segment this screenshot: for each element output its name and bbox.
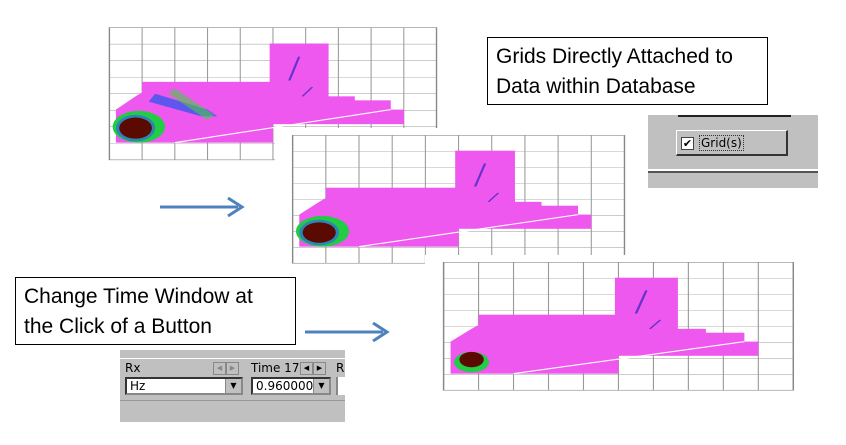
grid-coverage-shade (299, 150, 592, 247)
grid-coverage-shade (115, 43, 404, 143)
chevron-down-icon[interactable]: ▼ (313, 379, 329, 393)
grid-map-3 (425, 255, 797, 402)
grid-coverage (450, 277, 759, 374)
map-plot (291, 135, 626, 264)
time-select[interactable]: 0.960000 ▼ (251, 377, 331, 395)
rx-select-value: Hz (130, 379, 146, 393)
grid-toggle-panel: ✔ Grid(s) (648, 115, 818, 188)
time-select-value: 0.960000 (256, 379, 314, 393)
grids-checkbox-label: Grid(s) (699, 135, 744, 151)
flight-line (174, 109, 392, 144)
time-prev-button[interactable]: ◀ (300, 362, 313, 375)
rx-select[interactable]: Hz ▼ (125, 377, 243, 395)
flight-line (513, 341, 745, 375)
rx-next-button[interactable]: ▶ (226, 362, 239, 375)
time-window-callout: Change Time Window at the Click of a But… (15, 277, 296, 345)
grid-coverage (115, 43, 404, 143)
anomaly-dark (459, 351, 484, 368)
flight-line (358, 214, 579, 248)
anomaly-dark (119, 117, 152, 139)
grids-callout: Grids Directly Attached to Data within D… (487, 37, 768, 105)
arrow-right-icon (160, 196, 245, 218)
chevron-down-icon[interactable]: ▼ (225, 379, 241, 393)
rx-time-toolbar: Rx ◀ ▶ Hz ▼ Time 17 ◀ ▶ 0.960000 ▼ R (120, 350, 347, 422)
time-label: Time 17 (251, 361, 300, 375)
grid-map-1 (92, 20, 440, 172)
grid-coverage (299, 150, 592, 247)
grids-checkbox[interactable]: ✔ (681, 137, 694, 150)
grid-coverage-shade (450, 277, 759, 374)
grid-map-2 (275, 128, 628, 275)
time-next-button[interactable]: ▶ (313, 362, 326, 375)
arrow-right-icon (305, 321, 390, 343)
rx-label: Rx (125, 361, 141, 375)
map-plot (108, 27, 438, 161)
grids-toggle-button[interactable]: ✔ Grid(s) (676, 130, 788, 156)
rx-prev-button[interactable]: ◀ (213, 362, 226, 375)
map-plot (442, 262, 795, 391)
anomaly-dark (302, 222, 336, 243)
next-field-label: R (336, 361, 345, 375)
